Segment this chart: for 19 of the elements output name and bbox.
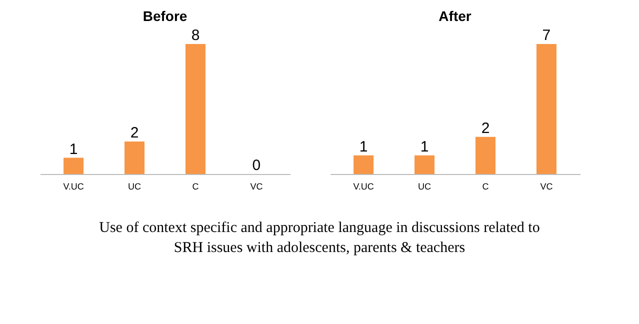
chart-title: After: [438, 8, 472, 24]
x-tick-label: VC: [250, 182, 264, 192]
x-tick-label: C: [192, 182, 200, 192]
x-tick-label: V.UC: [353, 182, 374, 192]
data-label: 1: [420, 138, 429, 156]
x-tick-label: UC: [418, 182, 432, 192]
data-label: 0: [252, 157, 261, 174]
x-tick-label: VC: [540, 182, 554, 192]
data-label: 2: [130, 124, 139, 142]
data-label: 1: [359, 138, 368, 156]
x-tick-label: V.UC: [63, 182, 84, 192]
x-tick-label: C: [482, 182, 490, 192]
text: Use of context specific and appropriate language in discussions related to SRH issues with adolescents, parents & teachers: [98, 219, 541, 258]
x-tick-label: UC: [128, 182, 142, 192]
data-label: 2: [481, 120, 490, 137]
data-label: 7: [542, 27, 551, 44]
data-label: 1: [69, 140, 78, 158]
data-label: 8: [191, 27, 200, 44]
chart-title: Before: [142, 8, 188, 24]
